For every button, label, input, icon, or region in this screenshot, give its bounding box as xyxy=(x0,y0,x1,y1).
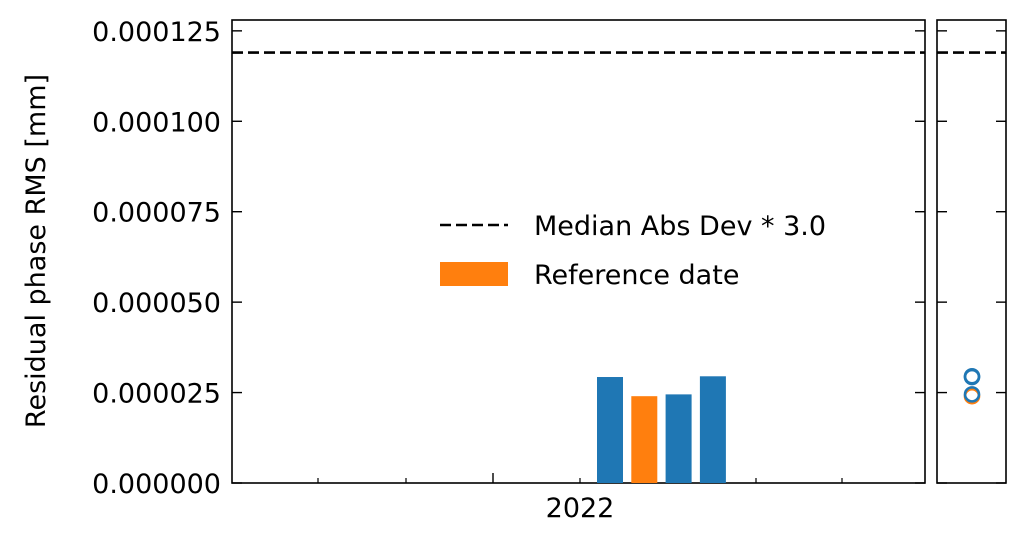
main-x-minor-ticks xyxy=(317,478,843,483)
legend-reference-swatch xyxy=(440,262,508,286)
side-points-group xyxy=(963,367,981,405)
main-y-ticks xyxy=(232,30,925,484)
y-tick-label: 0.000075 xyxy=(92,198,221,229)
side-data-point xyxy=(963,367,981,385)
bars-group xyxy=(597,376,726,483)
side-data-point xyxy=(963,386,981,403)
side-y-ticks xyxy=(937,30,1006,484)
y-tick-label: 0.000025 xyxy=(92,379,221,410)
y-tick-label: 0.000125 xyxy=(92,17,221,48)
reference-bar xyxy=(631,396,658,483)
data-bar xyxy=(597,377,623,483)
side-axes-frame xyxy=(936,19,1007,484)
y-tick-label: 0.000100 xyxy=(92,107,221,138)
legend: Median Abs Dev * 3.0 Reference date xyxy=(440,211,826,291)
x-tick-label: 2022 xyxy=(546,493,615,524)
y-tick-labels: 0.000000 0.000025 0.000050 0.000075 0.000100… xyxy=(92,17,221,500)
legend-threshold-label: Median Abs Dev * 3.0 xyxy=(534,211,826,242)
y-axis-label: Residual phase RMS [mm] xyxy=(21,74,52,428)
main-axes-frame xyxy=(231,19,926,484)
y-tick-label: 0.000050 xyxy=(92,288,221,319)
y-tick-label: 0.000000 xyxy=(92,469,221,500)
data-bar xyxy=(665,394,692,483)
legend-reference-label: Reference date xyxy=(534,260,739,291)
data-bar xyxy=(699,376,726,483)
